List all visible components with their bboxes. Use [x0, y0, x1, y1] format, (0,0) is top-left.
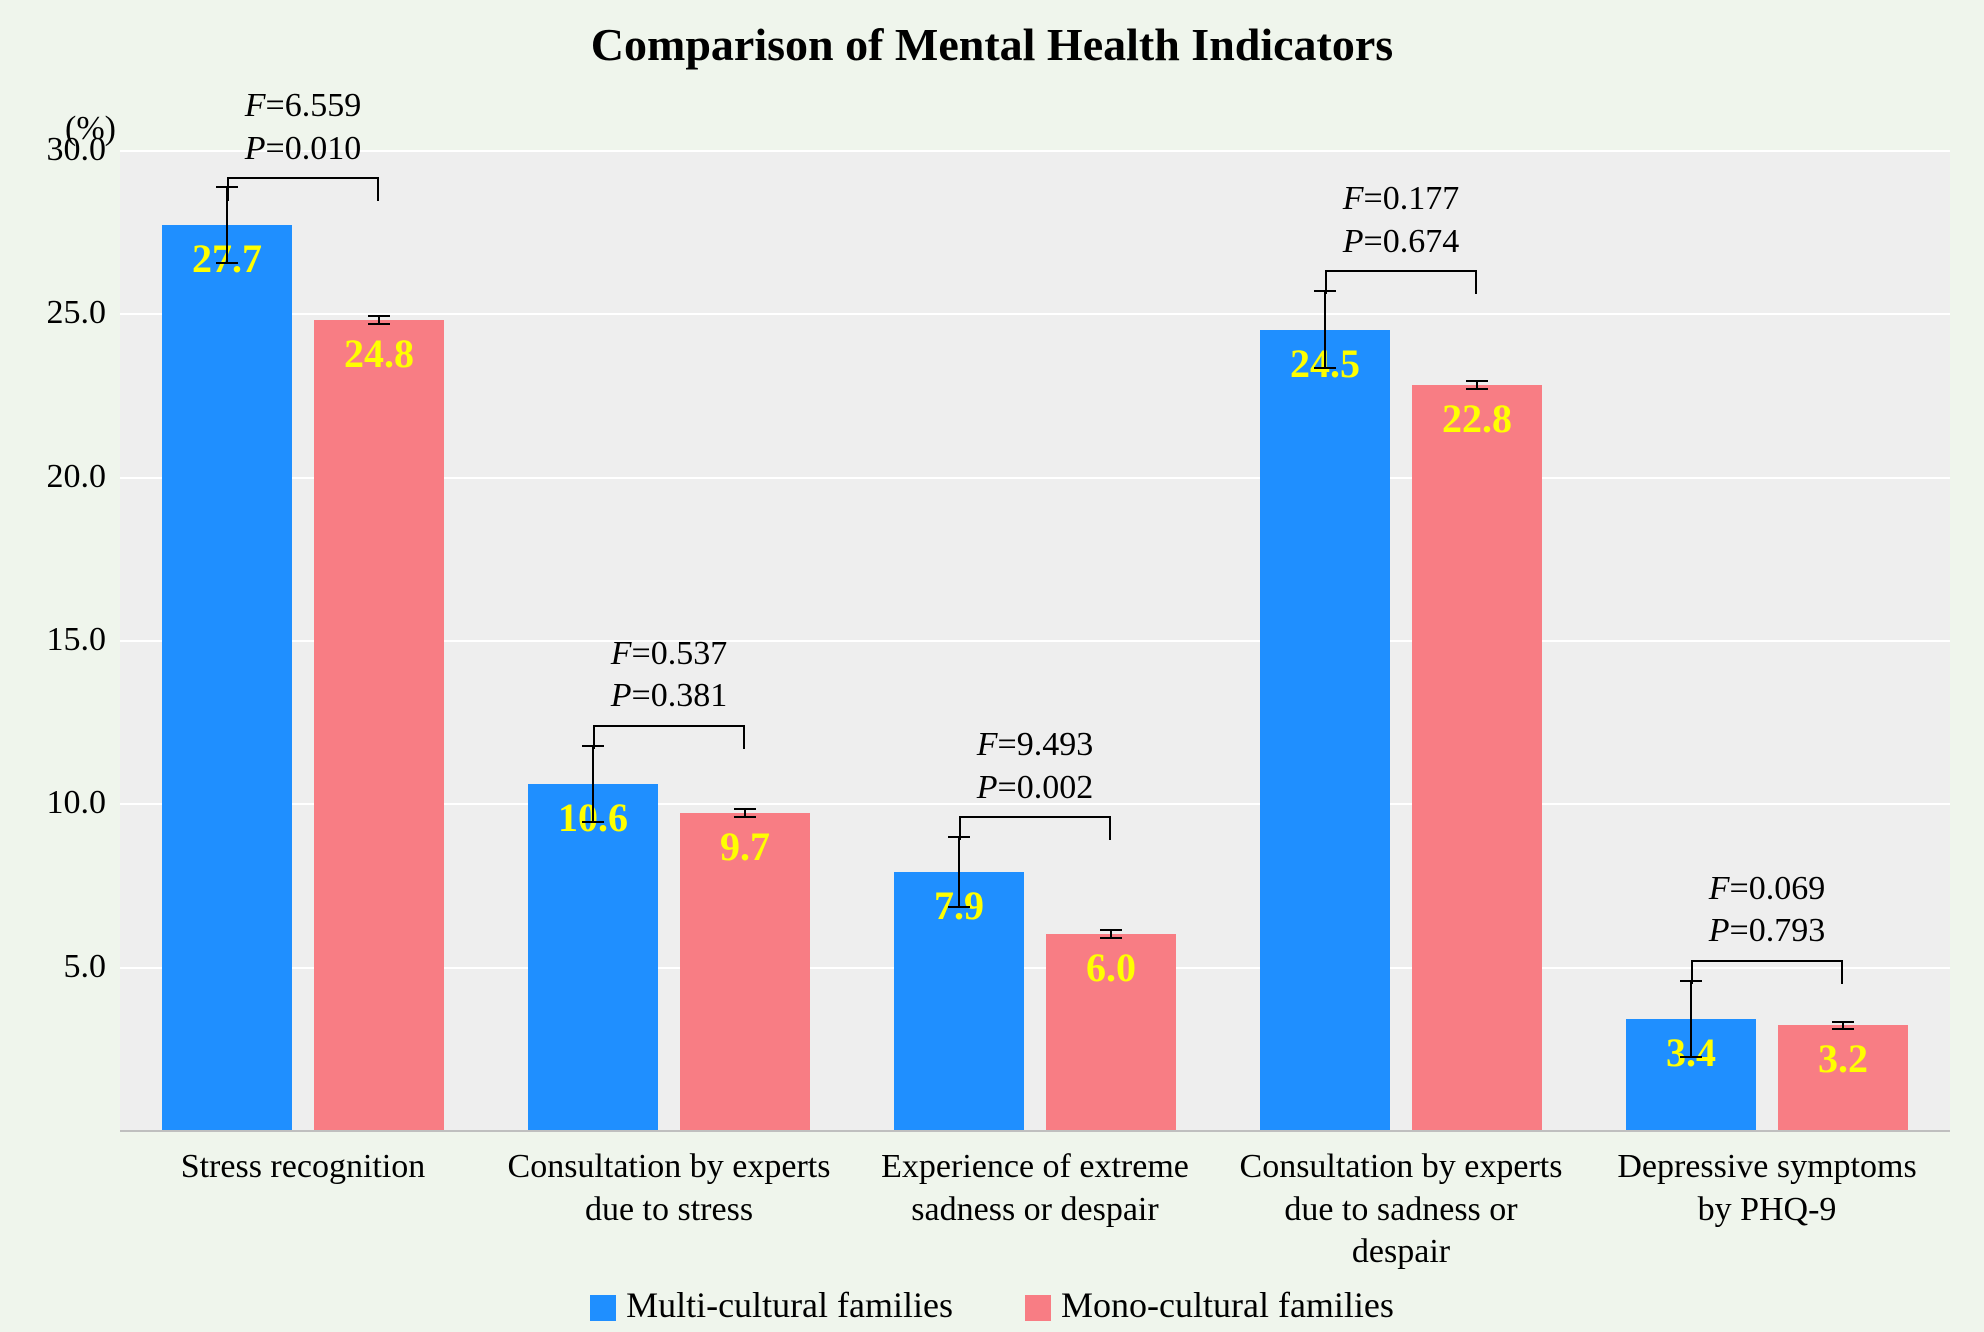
bar-value-label: 27.7	[162, 235, 292, 282]
bar-value-label: 6.0	[1046, 944, 1176, 991]
y-tick-label: 5.0	[64, 948, 107, 986]
category-label: Experience of extremesadness or despair	[852, 1146, 1218, 1231]
significance-bracket	[1325, 270, 1477, 272]
y-tick-label: 25.0	[47, 294, 107, 332]
bar-value-label: 22.8	[1412, 395, 1542, 442]
bar-value-label: 24.5	[1260, 340, 1390, 387]
legend-label: Mono-cultural families	[1061, 1285, 1394, 1325]
chart-container: Comparison of Mental Health Indicators (…	[0, 0, 1984, 1332]
legend-item: Mono-cultural families	[1025, 1284, 1394, 1326]
significance-bracket	[959, 816, 1111, 818]
significance-annotation: F=9.493P=0.002	[864, 724, 1206, 809]
bar-value-label: 3.2	[1778, 1035, 1908, 1082]
significance-annotation: F=0.537P=0.381	[498, 633, 840, 718]
significance-bracket	[1691, 960, 1843, 962]
legend-label: Multi-cultural families	[626, 1285, 953, 1325]
bar-multi-cultural	[162, 225, 292, 1130]
bar-value-label: 10.6	[528, 794, 658, 841]
legend-swatch	[1025, 1295, 1051, 1321]
legend: Multi-cultural families Mono-cultural fam…	[0, 1280, 1984, 1326]
legend-item: Multi-cultural families	[590, 1284, 953, 1326]
significance-annotation: F=6.559P=0.010	[132, 85, 474, 170]
category-label: Consultation by expertsdue to sadness or…	[1218, 1146, 1584, 1274]
significance-bracket	[593, 725, 745, 727]
legend-swatch	[590, 1295, 616, 1321]
chart-title: Comparison of Mental Health Indicators	[0, 18, 1984, 71]
bar-value-label: 7.9	[894, 882, 1024, 929]
y-axis: 5.010.015.020.025.030.0	[0, 150, 120, 1130]
significance-bracket	[227, 177, 379, 179]
bar-value-label: 24.8	[314, 330, 444, 377]
gridline	[120, 313, 1950, 315]
bar-value-label: 3.4	[1626, 1029, 1756, 1076]
y-tick-label: 15.0	[47, 621, 107, 659]
bar-mono-cultural	[314, 320, 444, 1130]
category-label: Stress recognition	[120, 1146, 486, 1189]
significance-annotation: F=0.177P=0.674	[1230, 178, 1572, 263]
y-tick-label: 10.0	[47, 784, 107, 822]
bar-mono-cultural	[1412, 385, 1542, 1130]
x-axis-line	[120, 1130, 1950, 1132]
category-label: Consultation by expertsdue to stress	[486, 1146, 852, 1231]
y-tick-label: 30.0	[47, 131, 107, 169]
significance-annotation: F=0.069P=0.793	[1596, 868, 1938, 953]
category-label: Depressive symptomsby PHQ-9	[1584, 1146, 1950, 1231]
y-tick-label: 20.0	[47, 458, 107, 496]
bar-value-label: 9.7	[680, 823, 810, 870]
bar-multi-cultural	[1260, 330, 1390, 1130]
